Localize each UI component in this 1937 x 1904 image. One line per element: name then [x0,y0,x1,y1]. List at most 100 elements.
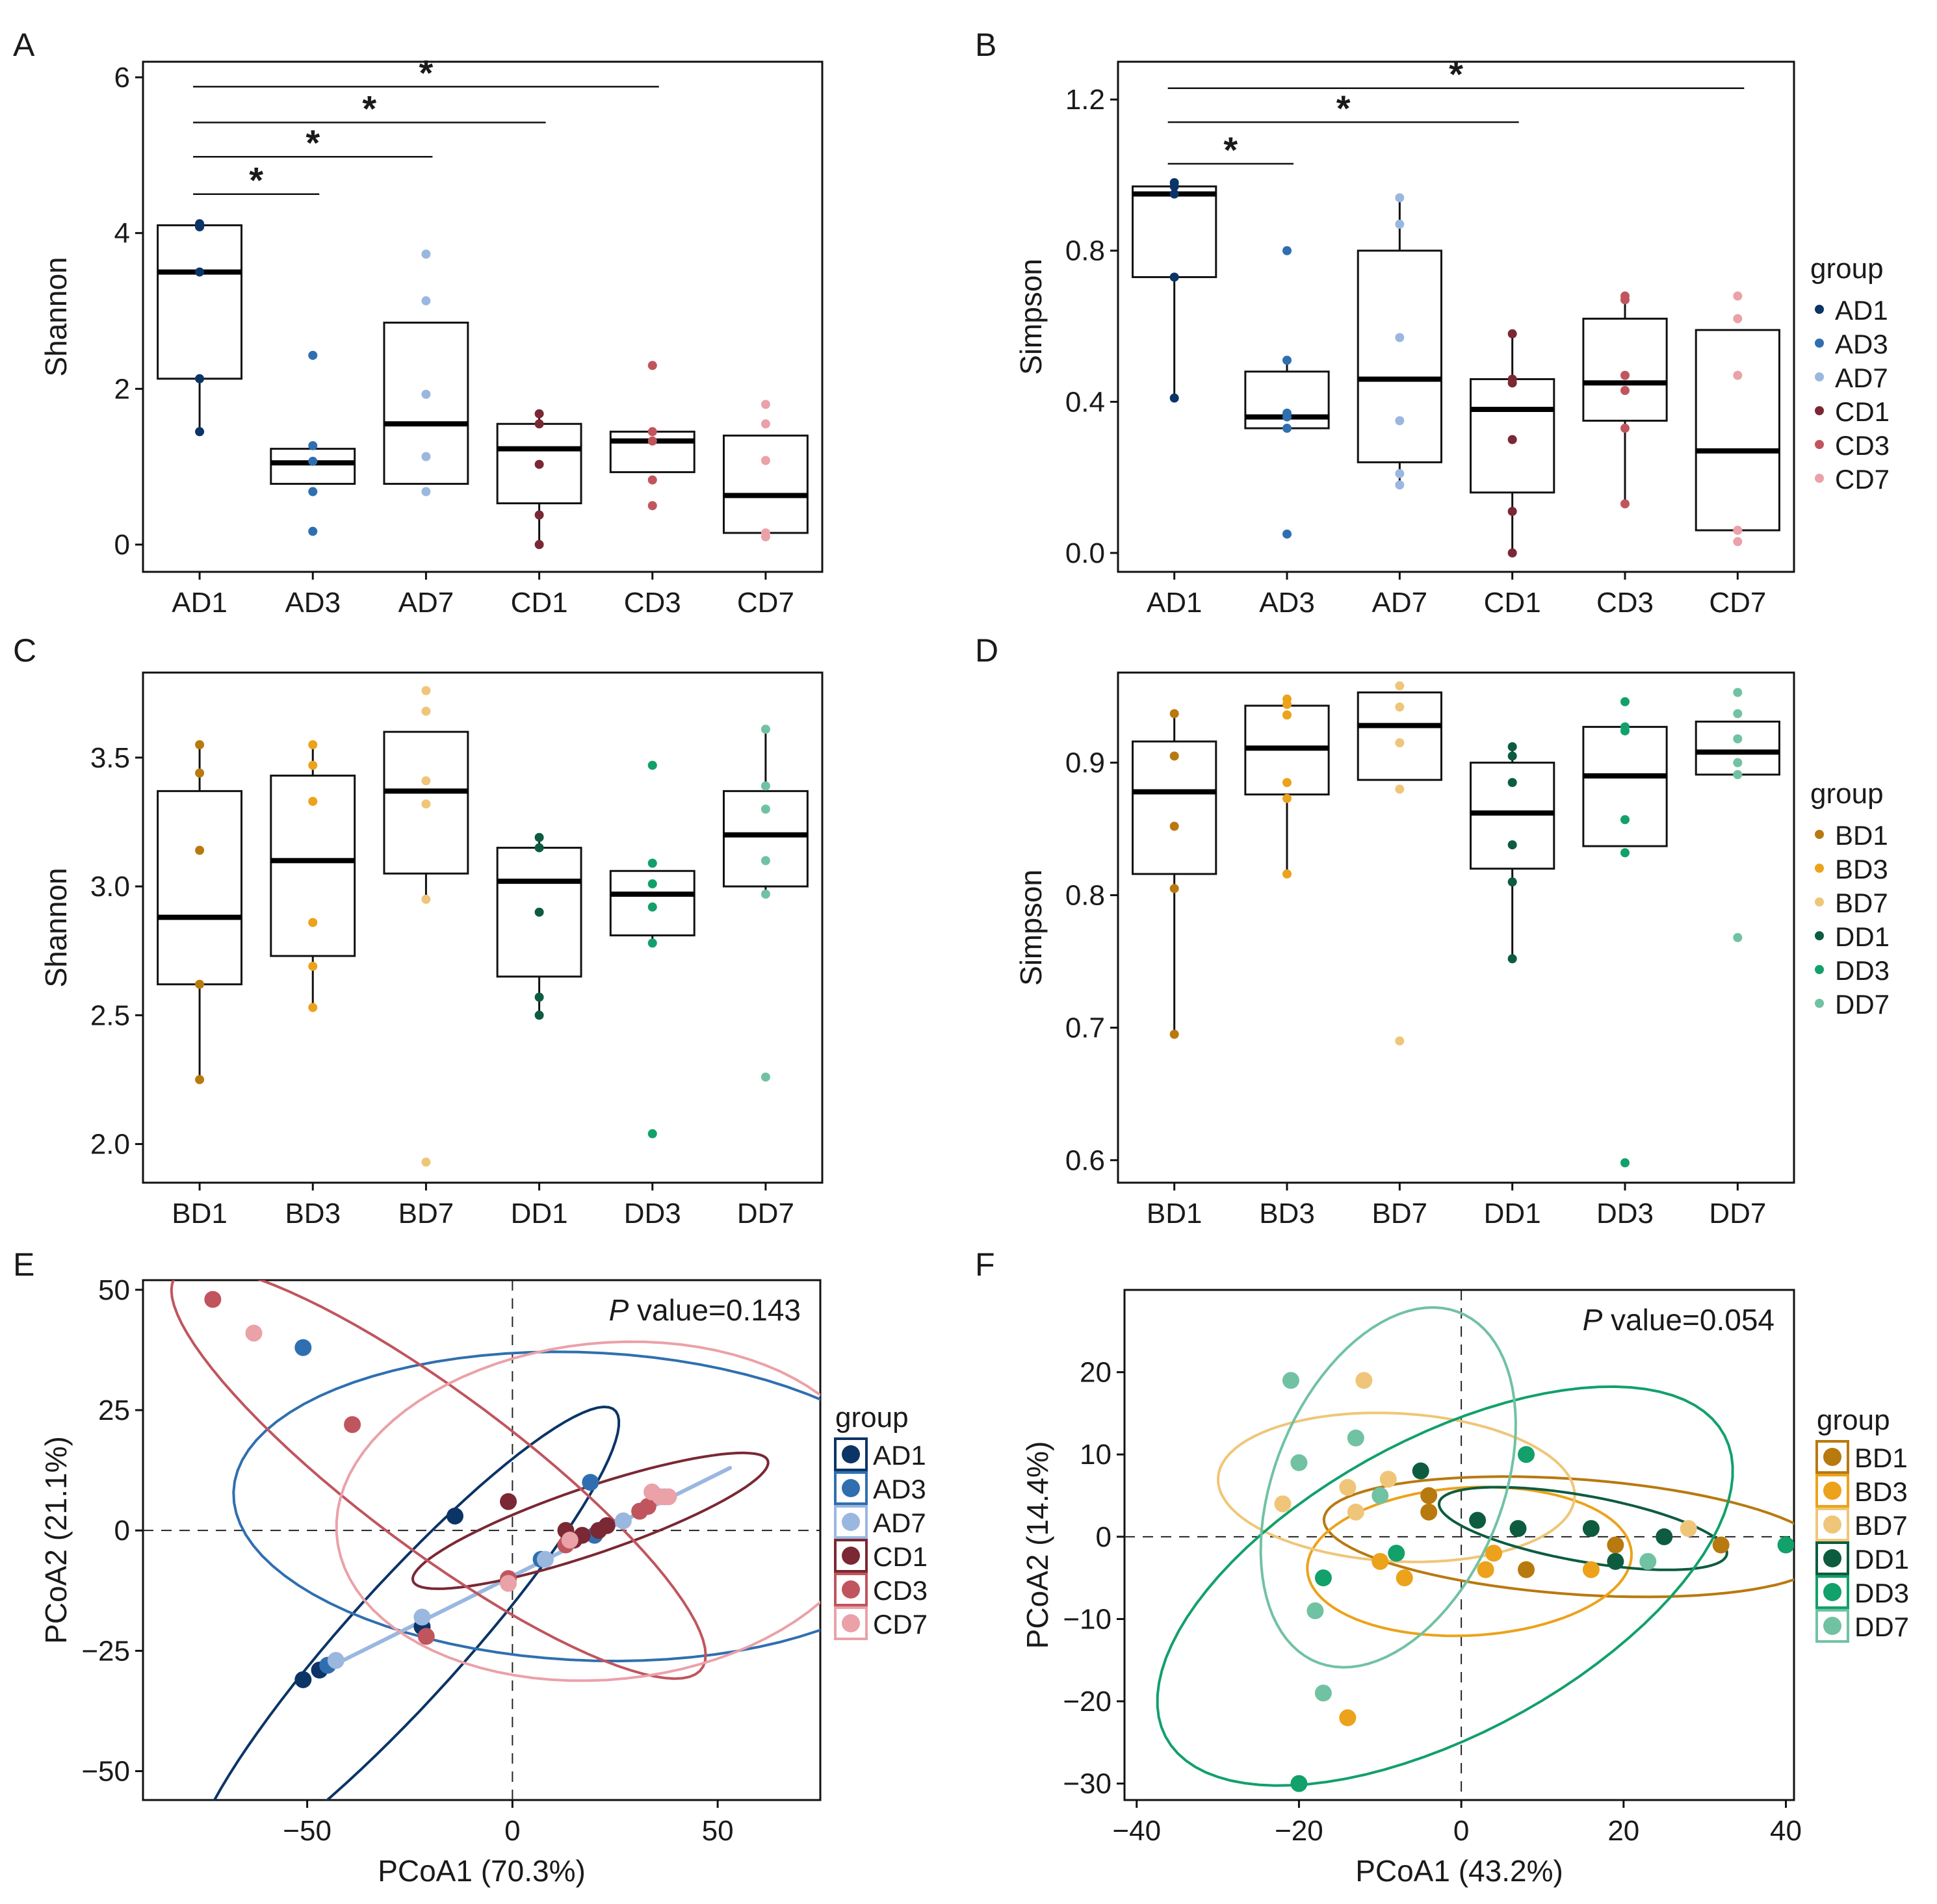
x-tick-label: 50 [702,1815,734,1847]
legend-dot [1815,440,1824,449]
data-point [1347,1503,1364,1521]
data-point [1507,742,1517,752]
p-value-italic: P [609,1293,629,1327]
box-iqr [270,448,356,485]
data-point [1282,1372,1299,1389]
legend-label: DD3 [1854,1578,1909,1608]
data-point [1169,751,1179,761]
legend-label: CD3 [1835,430,1890,461]
data-point [534,409,544,418]
y-tick-label: 3.0 [90,871,130,903]
legend-label: AD1 [873,1440,926,1471]
legend-dot [842,1513,860,1531]
group-ellipse [411,1451,770,1590]
data-point [1395,469,1405,478]
data-point [1314,1684,1332,1702]
y-axis-title: Shannon [39,257,73,376]
p-value-annotation: P value=0.143 [609,1293,801,1327]
data-point [1620,722,1630,732]
legend-label: BD3 [1835,854,1888,884]
y-tick-label: −10 [1063,1603,1112,1635]
data-point [1339,1478,1357,1496]
data-point [647,475,657,485]
data-point [294,1339,312,1356]
data-point [421,686,431,695]
data-point [308,1003,318,1012]
group-ellipse [335,1340,820,1682]
data-point [1395,220,1405,229]
data-point [308,740,318,750]
legend-dot [1815,305,1824,314]
data-point [1507,751,1517,761]
data-point [1282,778,1292,788]
y-tick-label: 0.8 [1065,235,1105,267]
legend-dot [842,1445,860,1463]
data-point [1412,1462,1429,1480]
panel-letter-B: B [975,27,996,63]
data-point [1507,435,1517,444]
panel-letter-A: A [13,27,35,63]
data-point [344,1416,361,1434]
data-point [1169,709,1179,719]
data-point [614,1512,632,1530]
x-tick-label: 20 [1607,1815,1639,1847]
data-point [534,992,544,1002]
data-point [1680,1520,1697,1537]
data-point [1733,770,1743,779]
data-point [598,1517,616,1534]
legend-dot [1815,965,1824,974]
x-tick-label: DD1 [1484,1198,1541,1229]
data-point [534,540,544,550]
data-point [1620,815,1630,825]
data-point [1620,385,1630,395]
legend-dot [1815,339,1824,348]
x-tick-label: BD3 [1259,1198,1315,1229]
y-tick-label: 0.8 [1065,880,1105,912]
legend-swatch [1815,1474,1849,1508]
data-point [534,459,544,469]
data-point [308,456,318,466]
data-point [534,843,544,853]
data-point [760,725,770,734]
data-point [1347,1429,1364,1447]
legend-label: CD7 [1835,464,1890,495]
x-tick-label: CD1 [1484,587,1541,619]
data-point [1507,840,1517,850]
data-point [1420,1503,1438,1521]
data-point [1395,784,1405,794]
data-point [421,1157,431,1167]
data-point [1620,1158,1630,1168]
x-tick-label: AD7 [1372,587,1428,619]
x-tick-label: AD3 [1259,587,1315,619]
x-tick-label: CD3 [624,587,681,619]
panel-letter-C: C [13,632,36,669]
legend-title: group [1817,1404,1890,1436]
group-ellipse [1322,1475,1794,1599]
y-axis-title: Shannon [39,868,73,987]
data-point [1395,702,1405,712]
data-point [413,1608,431,1626]
legend-label: BD1 [1835,820,1888,851]
y-tick-label: 0.4 [1065,386,1105,418]
data-point [195,219,205,229]
box-iqr [1132,185,1217,278]
data-point [195,845,205,855]
data-point [1379,1471,1397,1488]
box-iqr [722,434,809,534]
data-point [421,250,431,259]
legend-label: AD1 [1835,295,1888,326]
y-tick-label: 25 [98,1395,130,1426]
data-point [1733,758,1743,767]
legend-dot [1815,864,1824,873]
data-point [1395,1036,1405,1046]
y-tick-label: 1.2 [1065,84,1105,116]
data-point [1314,1569,1332,1587]
legend-label: DD7 [1854,1612,1909,1642]
legend-dot [842,1580,860,1599]
x-tick-label: AD3 [285,587,341,619]
data-point [446,1507,463,1524]
legend-dot [1815,999,1824,1008]
p-value-text: value=0.054 [1602,1303,1774,1337]
plot-frame [1117,671,1795,1184]
group-ellipse [1156,1385,1734,1787]
